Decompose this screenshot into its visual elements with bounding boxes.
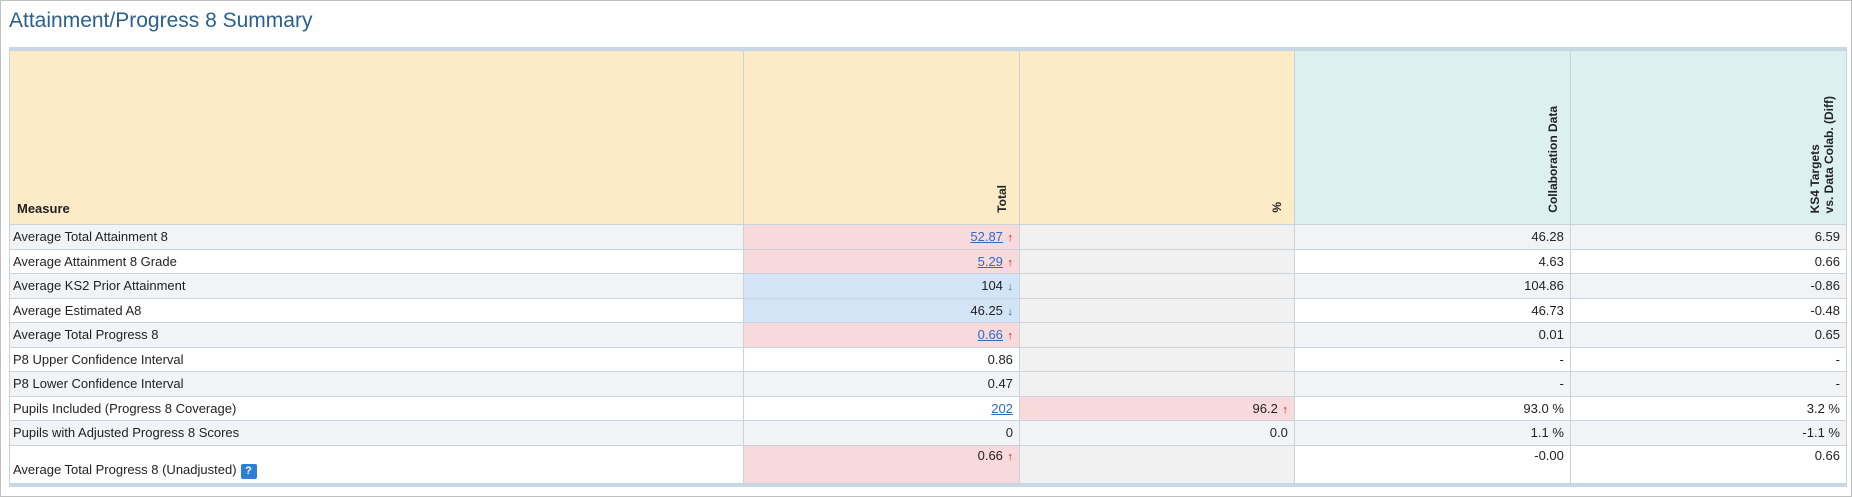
total-cell: 0.86 xyxy=(742,346,1020,372)
collaboration-cell: 1.1 % xyxy=(1293,420,1571,446)
percent-cell xyxy=(1018,297,1295,323)
collaboration-cell: 0.01 xyxy=(1293,322,1571,348)
arrow-up-icon: ↑ xyxy=(1282,403,1288,416)
collaboration-cell: - xyxy=(1293,346,1571,372)
column-header-collaboration-data-label: Collaboration Data xyxy=(1545,106,1560,213)
percent-value: 96.2 xyxy=(1252,400,1278,416)
collaboration-cell: -0.00 xyxy=(1293,444,1571,484)
summary-table-container: Measure Total % Collaboration Data KS4 T… xyxy=(9,47,1848,487)
ks4-targets-label-line2: vs. Data Colab. (Diff) xyxy=(1822,95,1836,213)
ks4-targets-label-line1: KS4 Targets xyxy=(1808,143,1822,213)
measure-label: Average Total Progress 8 (Unadjusted) xyxy=(13,462,237,478)
total-link[interactable]: 0.66 xyxy=(977,327,1003,343)
total-cell: 0.66 ↑ xyxy=(742,322,1020,348)
diff-cell: 0.66 xyxy=(1569,248,1848,274)
diff-cell: 3.2 % xyxy=(1569,395,1848,421)
diff-cell: 0.65 xyxy=(1569,322,1848,348)
diff-cell: -0.48 xyxy=(1569,297,1848,323)
percent-cell: 96.2 ↑ xyxy=(1018,395,1295,421)
collaboration-cell: - xyxy=(1293,371,1571,397)
table-row: Average Total Attainment 8 52.87 ↑ 46.28 … xyxy=(9,224,1848,250)
collaboration-cell: 4.63 xyxy=(1293,248,1571,274)
total-cell: 202 xyxy=(742,395,1020,421)
table-row: P8 Upper Confidence Interval 0.86 - - xyxy=(9,346,1848,372)
page-title: Attainment/Progress 8 Summary xyxy=(9,9,313,32)
percent-cell xyxy=(1018,371,1295,397)
percent-cell xyxy=(1018,248,1295,274)
column-header-ks4-targets-diff-label: KS4 Targets vs. Data Colab. (Diff) xyxy=(1808,96,1836,213)
arrow-up-icon: ↑ xyxy=(1007,450,1013,463)
table-row: Average Estimated A8 46.25 ↓ 46.73 -0.48 xyxy=(9,297,1848,323)
column-header-total-label: Total xyxy=(994,185,1009,213)
measure-cell: Average KS2 Prior Attainment xyxy=(9,273,744,299)
arrow-down-icon: ↓ xyxy=(1007,305,1013,318)
collaboration-cell: 104.86 xyxy=(1293,273,1571,299)
percent-cell xyxy=(1018,273,1295,299)
column-header-measure[interactable]: Measure xyxy=(9,50,744,225)
percent-cell xyxy=(1018,322,1295,348)
column-header-collaboration-data[interactable]: Collaboration Data xyxy=(1293,50,1571,225)
arrow-up-icon: ↑ xyxy=(1007,256,1013,269)
diff-cell: 0.66 xyxy=(1569,444,1848,484)
total-value: 104 xyxy=(981,278,1003,294)
measure-cell: Average Total Progress 8 (Unadjusted)? xyxy=(9,444,744,484)
measure-cell: P8 Upper Confidence Interval xyxy=(9,346,744,372)
table-row: Average KS2 Prior Attainment 104 ↓ 104.86… xyxy=(9,273,1848,299)
diff-cell: -0.86 xyxy=(1569,273,1848,299)
total-link[interactable]: 52.87 xyxy=(970,229,1003,245)
total-link[interactable]: 202 xyxy=(991,400,1013,416)
header-row: Measure Total % Collaboration Data KS4 T… xyxy=(9,50,1848,225)
percent-cell xyxy=(1018,224,1295,250)
measure-cell: Average Estimated A8 xyxy=(9,297,744,323)
measure-cell: Pupils with Adjusted Progress 8 Scores xyxy=(9,420,744,446)
total-cell: 104 ↓ xyxy=(742,273,1020,299)
table-row: Pupils Included (Progress 8 Coverage) 20… xyxy=(9,395,1848,421)
table-row: Average Attainment 8 Grade 5.29 ↑ 4.63 0.… xyxy=(9,248,1848,274)
percent-cell xyxy=(1018,346,1295,372)
total-value: 46.25 xyxy=(970,302,1003,318)
help-icon[interactable]: ? xyxy=(240,463,257,479)
table-row: Average Total Progress 8 0.66 ↑ 0.01 0.65 xyxy=(9,322,1848,348)
column-header-ks4-targets-diff[interactable]: KS4 Targets vs. Data Colab. (Diff) xyxy=(1569,50,1848,225)
diff-cell: - xyxy=(1569,346,1848,372)
column-header-total[interactable]: Total xyxy=(742,50,1020,225)
total-cell: 52.87 ↑ xyxy=(742,224,1020,250)
measure-cell: Average Total Attainment 8 xyxy=(9,224,744,250)
measure-cell: Average Total Progress 8 xyxy=(9,322,744,348)
collaboration-cell: 46.28 xyxy=(1293,224,1571,250)
summary-table: Measure Total % Collaboration Data KS4 T… xyxy=(9,50,1848,484)
diff-cell: -1.1 % xyxy=(1569,420,1848,446)
collaboration-cell: 46.73 xyxy=(1293,297,1571,323)
measure-cell: Pupils Included (Progress 8 Coverage) xyxy=(9,395,744,421)
table-row: Average Total Progress 8 (Unadjusted)? 0… xyxy=(9,444,1848,484)
diff-cell: - xyxy=(1569,371,1848,397)
measure-cell: Average Attainment 8 Grade xyxy=(9,248,744,274)
percent-cell: 0.0 xyxy=(1018,420,1295,446)
column-header-percent[interactable]: % xyxy=(1018,50,1295,225)
total-value: 0.66 xyxy=(977,447,1003,463)
arrow-down-icon: ↓ xyxy=(1007,281,1013,294)
total-cell: 0 xyxy=(742,420,1020,446)
diff-cell: 6.59 xyxy=(1569,224,1848,250)
total-cell: 0.66 ↑ xyxy=(742,444,1020,484)
column-header-percent-label: % xyxy=(1269,202,1284,213)
total-link[interactable]: 5.29 xyxy=(977,253,1003,269)
total-cell: 0.47 xyxy=(742,371,1020,397)
arrow-up-icon: ↑ xyxy=(1007,330,1013,343)
total-cell: 46.25 ↓ xyxy=(742,297,1020,323)
table-row: Pupils with Adjusted Progress 8 Scores 0… xyxy=(9,420,1848,446)
arrow-up-icon: ↑ xyxy=(1007,232,1013,245)
total-cell: 5.29 ↑ xyxy=(742,248,1020,274)
percent-cell xyxy=(1018,444,1295,484)
collaboration-cell: 93.0 % xyxy=(1293,395,1571,421)
table-row: P8 Lower Confidence Interval 0.47 - - xyxy=(9,371,1848,397)
measure-cell: P8 Lower Confidence Interval xyxy=(9,371,744,397)
